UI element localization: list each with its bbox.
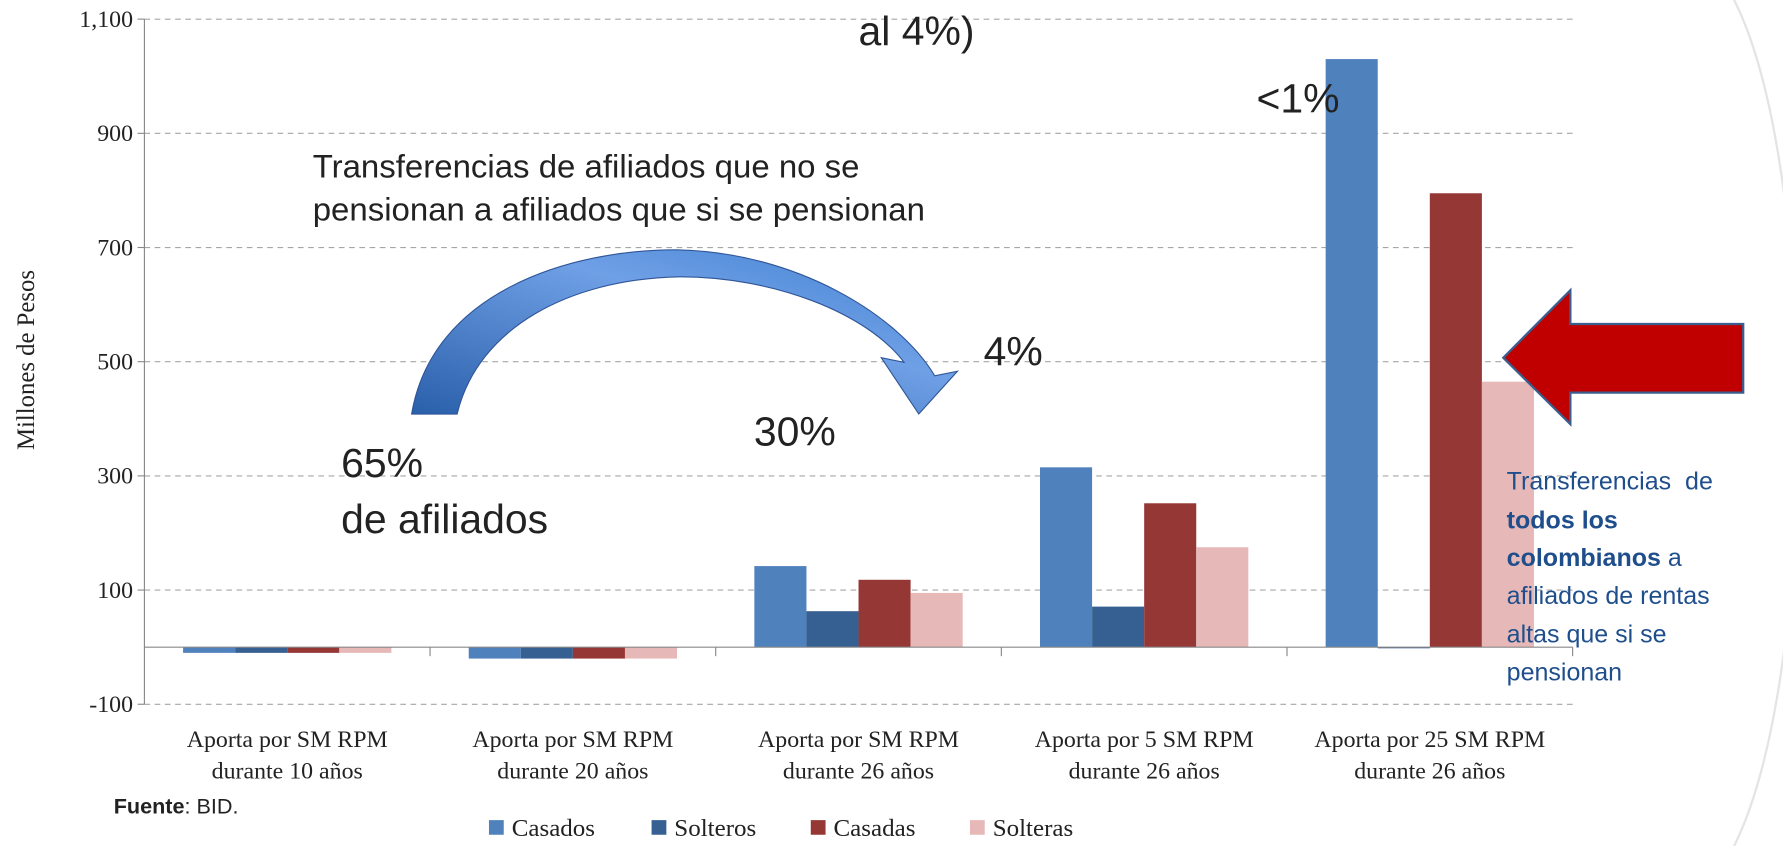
source: Fuente: BID.	[114, 794, 239, 818]
source-text: : BID.	[185, 794, 239, 818]
bar	[1481, 381, 1534, 648]
legend-swatch	[810, 820, 826, 835]
annotation: 4%	[984, 329, 1043, 375]
side-note-bold: colombianos	[1507, 544, 1661, 572]
annotation: <1%	[1257, 76, 1340, 122]
decor-arc	[1733, 0, 1783, 846]
transfer-arrow	[410, 249, 960, 415]
plot: -100 100 300 500 700 900 1,100 Aporta por SM RP…	[79, 7, 1574, 784]
bar	[1377, 647, 1430, 649]
bar	[235, 647, 288, 653]
annotation: al 4%)	[859, 8, 975, 54]
x-tick-label: Aporta por SM RPM durante 26 años	[758, 727, 959, 784]
x-tick-line: Aporta por SM RPM	[758, 727, 959, 753]
x-tick-line: Aporta por 5 SM RPM	[1035, 727, 1254, 753]
x-tick-line: Aporta por 25 SM RPM	[1314, 727, 1545, 753]
red-arrow	[1501, 287, 1745, 427]
legend-label: Casadas	[834, 815, 916, 842]
bar	[520, 647, 573, 659]
legend-swatch	[651, 820, 667, 835]
annotation: 65%	[341, 440, 423, 486]
y-tick-label: 1,100	[79, 7, 133, 33]
bar	[1040, 467, 1093, 648]
x-tick-line: durante 10 años	[212, 759, 363, 785]
bar	[572, 647, 625, 659]
bar	[1092, 606, 1145, 648]
side-note-line: pensionan	[1507, 659, 1622, 687]
side-note-text: a	[1661, 544, 1682, 572]
bar	[287, 647, 340, 653]
x-tick-label: Aporta por 25 SM RPM durante 26 años	[1314, 727, 1545, 784]
y-tick-label: 900	[97, 121, 133, 147]
bar	[1144, 503, 1197, 648]
side-note-line: afiliados de rentas	[1507, 582, 1710, 610]
annotation: de afiliados	[341, 496, 548, 542]
bar	[910, 592, 963, 648]
annotation: Transferencias de afiliados que no se	[313, 148, 860, 185]
x-tick-line: Aporta por SM RPM	[472, 727, 673, 753]
side-note-line: todos los	[1507, 507, 1618, 535]
source-label: Fuente	[114, 794, 185, 818]
x-tick-line: durante 26 años	[783, 759, 934, 785]
side-note-line: Transferencias de	[1507, 467, 1713, 495]
side-note-line: altas que si se	[1507, 620, 1667, 648]
bar	[339, 647, 392, 653]
y-tick-label: 100	[97, 578, 133, 604]
x-tick-line: durante 26 años	[1069, 759, 1220, 785]
legend-label: Solteras	[993, 815, 1074, 842]
y-axis-label: Millones de Pesos	[13, 270, 40, 450]
x-tick-label: Aporta por SM RPM durante 20 años	[472, 727, 673, 784]
x-tick-line: Aporta por SM RPM	[187, 727, 388, 753]
legend-label: Casados	[512, 815, 595, 842]
bar	[624, 647, 678, 659]
x-tick-label: Aporta por 5 SM RPM durante 26 años	[1035, 727, 1254, 784]
legend-swatch	[488, 820, 504, 835]
bar	[1429, 193, 1482, 648]
annotation: pensionan a afiliados que si se pensiona…	[313, 191, 925, 228]
side-note: Transferencias de todos los colombianos …	[1507, 467, 1713, 686]
bar	[1196, 547, 1249, 648]
x-tick-line: durante 26 años	[1354, 759, 1505, 785]
bar	[183, 647, 236, 653]
annotations: al 4%) <1% Transferencias de afiliados q…	[313, 8, 1340, 542]
annotation: 30%	[754, 409, 836, 455]
bar	[754, 566, 807, 648]
bar	[858, 579, 911, 648]
y-tick-label: -100	[89, 692, 133, 718]
legend-label: Solteros	[674, 815, 756, 842]
bar	[806, 611, 859, 648]
legend-swatch	[969, 820, 985, 835]
y-tick-label: 500	[97, 350, 133, 376]
bar	[468, 647, 521, 659]
x-tick-label: Aporta por SM RPM durante 10 años	[187, 727, 388, 784]
y-tick-label: 700	[97, 235, 133, 261]
x-tick-line: durante 20 años	[497, 759, 648, 785]
bar	[1325, 59, 1378, 648]
y-tick-label: 300	[97, 464, 133, 490]
side-note-line: colombianos a	[1507, 544, 1682, 572]
